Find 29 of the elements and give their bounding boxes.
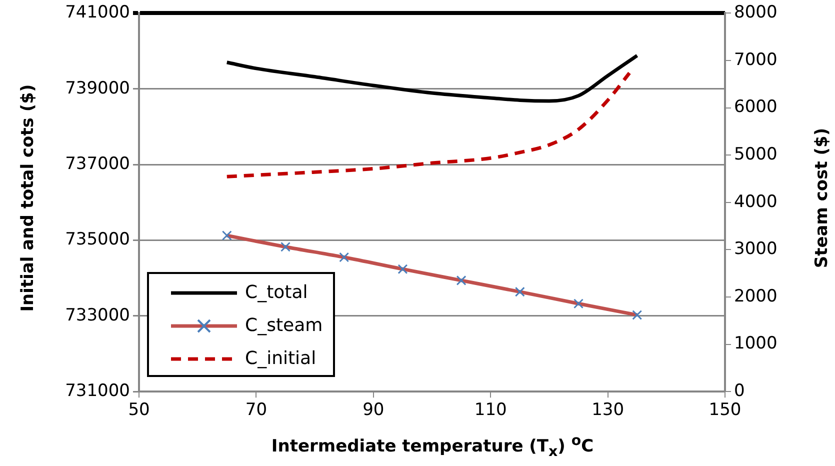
y-axis-title: Initial and total cots ($) xyxy=(18,84,38,312)
x-tick-label: 70 xyxy=(245,400,268,420)
y-tick-label: 731000 xyxy=(65,381,130,402)
x-tick-label: 150 xyxy=(708,400,742,420)
x-axis-title: Intermediate temperature (T$_{x}$) $^{o}$C xyxy=(270,433,595,460)
x-tick-label: 110 xyxy=(474,400,507,420)
y-tick-label: 737000 xyxy=(65,154,130,174)
y2-tick-label: 0 xyxy=(734,381,745,402)
legend-label: C_initial xyxy=(245,348,316,369)
x-tick-label: 50 xyxy=(128,400,150,420)
x-tick-label: 90 xyxy=(362,400,384,420)
line-series xyxy=(225,71,632,178)
y2-tick-label: 8000 xyxy=(734,2,778,23)
y-tick-label: 735000 xyxy=(65,230,130,250)
y-tick-label: 733000 xyxy=(65,305,130,326)
y-tick-label: 741000 xyxy=(65,2,130,23)
line-series xyxy=(225,54,639,103)
x-tick-label: 130 xyxy=(592,400,624,420)
y2-tick-label: 6000 xyxy=(734,97,778,118)
legend-label: C_total xyxy=(245,282,308,303)
y2-tick-label: 1000 xyxy=(734,334,778,354)
y2-tick-label: 2000 xyxy=(734,286,778,306)
y2-tick-label: 4000 xyxy=(734,192,778,212)
y-tick-label: 739000 xyxy=(65,78,130,98)
y2-axis-title: Steam cost ($) xyxy=(812,128,832,268)
y2-tick-label: 7000 xyxy=(734,50,778,70)
y2-tick-label: 5000 xyxy=(734,144,778,165)
y2-tick-label: 3000 xyxy=(734,239,778,260)
legend-label: C_steam xyxy=(245,315,323,336)
